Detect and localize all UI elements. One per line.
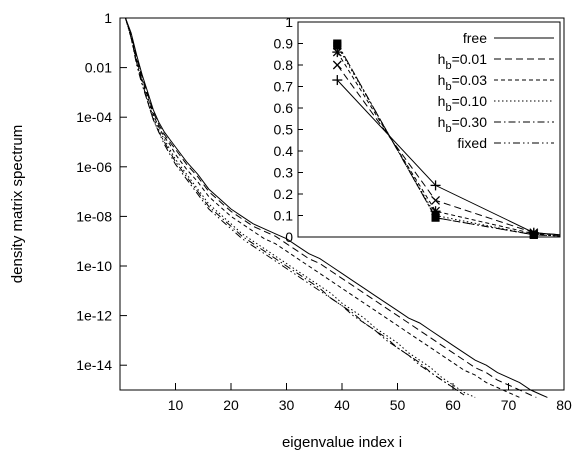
- inset-y-tick-label: 1: [285, 14, 293, 30]
- main-axes: 10 20 30 40 50 60 70 8010.011e-041e-061e-081e-1…: [76, 10, 572, 413]
- inset-series-line: [336, 51, 561, 236]
- main-series-line-h-b-0-10: [125, 17, 476, 398]
- legend-label: free: [463, 30, 487, 46]
- square-marker: [333, 39, 342, 48]
- y-tick-label: 1e-04: [76, 109, 112, 125]
- legend-label: hb=0.30: [438, 114, 488, 135]
- inset-series-line: [336, 64, 561, 236]
- y-axis-label: density matrix spectrum: [9, 125, 26, 283]
- square-marker: [431, 213, 440, 222]
- inset-y-tick-label: 0.9: [274, 36, 294, 52]
- legend-label: hb=0.10: [438, 93, 488, 114]
- inset-series: [332, 39, 561, 239]
- x-tick-label: 40: [334, 397, 350, 413]
- inset-series-line: [336, 43, 561, 237]
- x-tick-label: 10: [168, 397, 184, 413]
- inset-y-tick-label: 0.5: [274, 122, 294, 138]
- legend-label: hb=0.01: [438, 51, 488, 72]
- inset-y-tick-label: 0: [285, 229, 293, 245]
- inset-plot-frame: [297, 21, 561, 238]
- main-series: [125, 17, 548, 398]
- main-plot-frame: [119, 17, 565, 391]
- y-tick-label: 0.01: [85, 60, 112, 76]
- y-tick-label: 1: [104, 10, 112, 26]
- inset-y-tick-label: 0.6: [274, 100, 294, 116]
- x-tick-label: 20: [223, 397, 239, 413]
- x-tick-label: 50: [390, 397, 406, 413]
- main-series-line-free: [125, 17, 548, 398]
- inset-y-tick-label: 0.8: [274, 57, 294, 73]
- square-marker: [529, 230, 538, 239]
- inset-series-line: [336, 45, 561, 237]
- x-tick-label: 30: [279, 397, 295, 413]
- x-tick-label: 80: [556, 397, 572, 413]
- inset-y-tick-label: 0.1: [274, 208, 294, 224]
- inset-axes: 0 0.1 0.2 0.3 0.4 0.5 0.6 0.7 0.8 0.9 1: [274, 14, 303, 245]
- inset-y-tick-label: 0.7: [274, 79, 294, 95]
- x-tick-label: 60: [445, 397, 461, 413]
- legend-label: hb=0.03: [438, 72, 488, 93]
- inset-y-tick-label: 0.3: [274, 165, 294, 181]
- cross-marker: [431, 195, 441, 205]
- inset-series-fixed: [333, 39, 561, 239]
- y-tick-label: 1e-06: [76, 159, 112, 175]
- x-tick-label: 70: [501, 397, 517, 413]
- y-tick-label: 1e-14: [76, 357, 112, 373]
- main-series-line-h-b-0-01: [125, 17, 537, 398]
- inset-y-tick-label: 0.4: [274, 143, 294, 159]
- y-tick-label: 1e-08: [76, 208, 112, 224]
- x-axis-label: eigenvalue index i: [282, 434, 402, 451]
- inset-y-tick-label: 0.2: [274, 186, 294, 202]
- main-series-line-h-b-0-03: [125, 17, 520, 398]
- main-series-line-fixed: [125, 17, 465, 396]
- legend-label: fixed: [457, 135, 487, 151]
- cross-marker: [332, 60, 342, 70]
- y-tick-label: 1e-10: [76, 258, 112, 274]
- y-tick-label: 1e-12: [76, 308, 112, 324]
